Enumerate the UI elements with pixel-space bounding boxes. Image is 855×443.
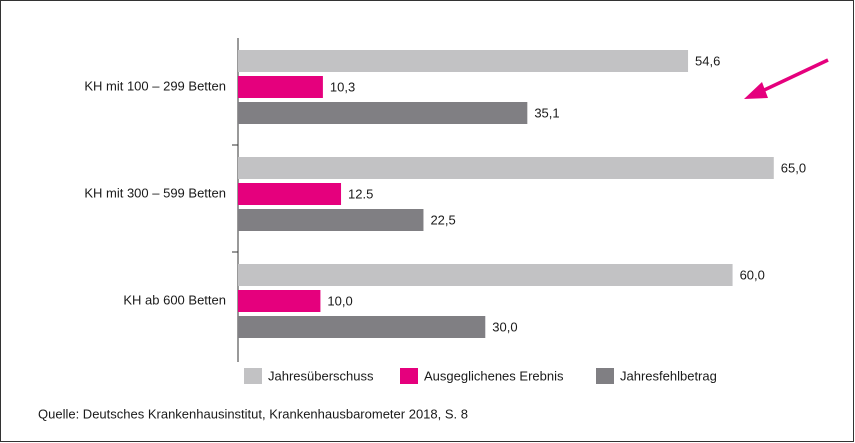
legend-swatch [596, 368, 614, 384]
legend-swatch [400, 368, 418, 384]
legend-swatch [244, 368, 262, 384]
arrow-annotation [744, 58, 829, 99]
bar [238, 157, 774, 179]
bar [238, 316, 486, 338]
y-tick-label: KH mit 300 – 599 Betten [84, 185, 226, 200]
value-label: 12.5 [348, 186, 373, 201]
value-label: 35,1 [534, 105, 559, 120]
bar [238, 290, 321, 312]
value-label: 54,6 [695, 53, 720, 68]
bar [238, 50, 689, 72]
bar [238, 264, 733, 286]
value-label: 10,3 [330, 79, 355, 94]
source-note: Quelle: Deutsches Krankenhausinstitut, K… [38, 406, 468, 421]
legend-label: Jahresüberschuss [268, 368, 374, 383]
bar [238, 76, 323, 98]
value-label: 10,0 [327, 293, 352, 308]
bar [238, 102, 528, 124]
y-tick-label: KH ab 600 Betten [123, 292, 226, 307]
arrow-head [744, 82, 768, 99]
value-label: 22,5 [430, 212, 455, 227]
legend-label: Jahresfehlbetrag [620, 368, 717, 383]
value-label: 65,0 [781, 160, 806, 175]
value-label: 30,0 [492, 319, 517, 334]
y-tick-label: KH mit 100 – 299 Betten [84, 78, 226, 93]
legend-label: Ausgeglichenes Erebnis [424, 368, 564, 383]
value-label: 60,0 [740, 267, 765, 282]
arrow-shaft [757, 58, 829, 95]
bar [238, 183, 342, 205]
bar [238, 209, 424, 231]
